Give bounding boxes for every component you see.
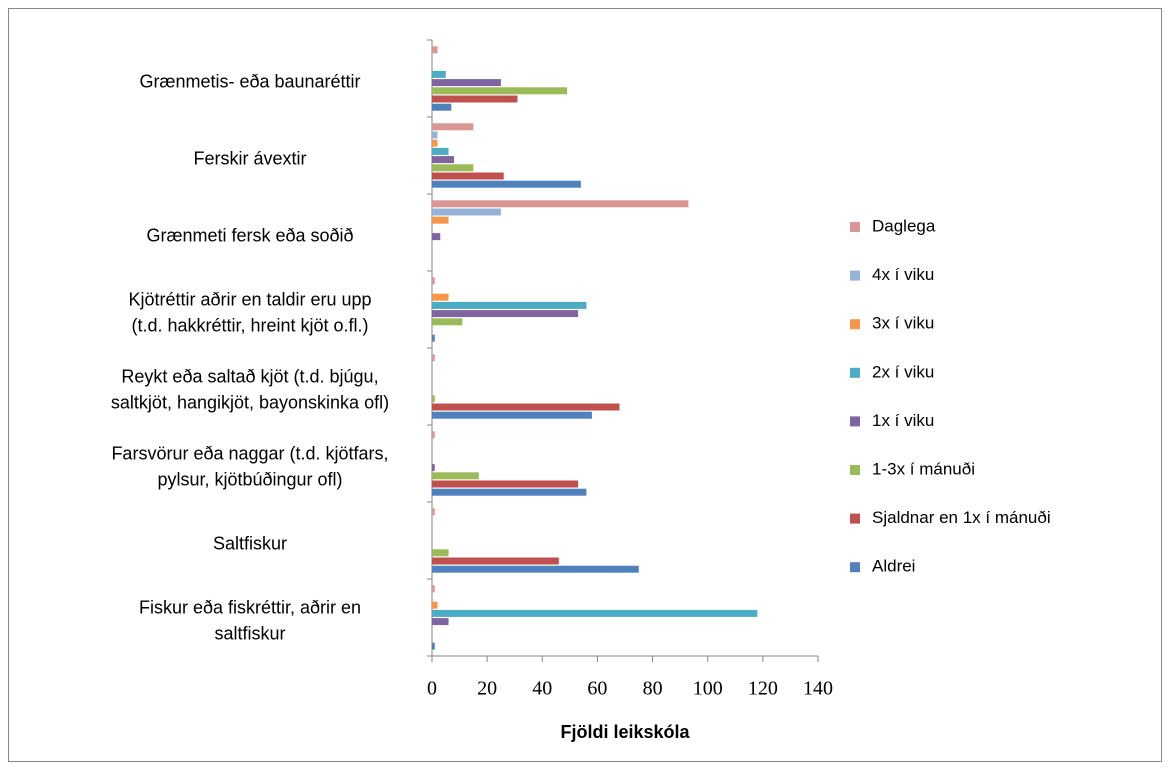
bar <box>432 208 501 216</box>
legend-label: Daglega <box>872 216 936 235</box>
legend-label: 1x í viku <box>872 411 934 430</box>
legend-label: Sjaldnar en 1x í mánuði <box>872 508 1051 527</box>
bar <box>432 549 449 557</box>
bar <box>432 46 438 54</box>
bar <box>432 411 592 419</box>
legend-label: 1-3x í mánuði <box>872 459 975 478</box>
legend-label: 2x í viku <box>872 362 934 381</box>
bar <box>432 131 438 139</box>
chart-border <box>8 8 1162 762</box>
x-axis-title: Fjöldi leikskóla <box>560 722 690 742</box>
legend-swatch <box>850 319 860 330</box>
x-tick-label: 80 <box>643 678 663 700</box>
bar <box>432 70 446 78</box>
bar <box>432 233 441 241</box>
bar <box>432 395 435 403</box>
bar <box>432 139 438 147</box>
legend-label: 4x í viku <box>872 265 934 284</box>
category-label: (t.d. hakkréttir, hreint kjöt o.fl.) <box>131 315 368 335</box>
bar <box>432 277 435 285</box>
x-tick-label: 120 <box>748 678 778 700</box>
x-tick-label: 0 <box>427 678 437 700</box>
bar <box>432 618 449 626</box>
bar <box>432 488 587 496</box>
bar <box>432 318 463 326</box>
category-label: Ferskir ávextir <box>193 148 306 168</box>
legend-label: Aldrei <box>872 557 915 576</box>
bar <box>432 354 435 362</box>
bar <box>432 642 435 650</box>
bar <box>432 216 449 224</box>
bar <box>432 334 435 342</box>
category-label: Saltfiskur <box>213 533 287 553</box>
bar <box>432 200 689 208</box>
bar <box>432 431 435 439</box>
legend-swatch <box>850 465 860 475</box>
bar <box>432 123 474 131</box>
bar <box>432 464 435 472</box>
bar <box>432 87 568 95</box>
bar <box>432 403 620 411</box>
legend-swatch <box>850 270 860 281</box>
bar <box>432 147 449 155</box>
bar <box>432 164 474 172</box>
category-label: pylsur, kjötbúðingur ofl) <box>157 469 342 489</box>
category-label: Grænmetis- eða baunaréttir <box>139 71 360 91</box>
legend-label: 3x í viku <box>872 314 934 333</box>
bar <box>432 172 504 180</box>
x-tick-label: 140 <box>803 678 833 700</box>
bar <box>432 156 455 164</box>
bar <box>432 480 579 488</box>
bar <box>432 565 639 573</box>
bar <box>432 95 518 103</box>
bar <box>432 103 452 111</box>
bar <box>432 180 581 188</box>
bar <box>432 585 435 593</box>
bar <box>432 508 435 516</box>
legend-swatch <box>850 416 860 427</box>
x-tick-label: 20 <box>477 678 497 700</box>
x-tick-label: 100 <box>693 678 723 700</box>
legend-swatch <box>850 222 860 232</box>
x-tick-label: 60 <box>587 678 607 700</box>
category-label: saltkjöt, hangikjöt, bayonskinka ofl) <box>111 392 389 412</box>
category-label: Kjötréttir aðrir en taldir eru upp <box>128 289 371 309</box>
legend-swatch <box>850 513 860 524</box>
category-label: saltfiskur <box>214 623 285 643</box>
bar <box>432 79 501 87</box>
bar <box>432 293 449 301</box>
category-label: Reykt eða saltað kjöt (t.d. bjúgu, <box>121 366 378 386</box>
legend-swatch <box>850 367 860 378</box>
category-label: Fiskur eða fiskréttir, aðrir en <box>139 597 361 617</box>
category-label: Grænmeti fersk eða soðið <box>146 225 353 245</box>
x-tick-label: 40 <box>532 678 552 700</box>
bar <box>432 601 438 609</box>
legend-swatch <box>850 562 860 573</box>
bar <box>432 301 587 309</box>
category-label: Farsvörur eða naggar (t.d. kjötfars, <box>111 443 388 463</box>
bar <box>432 472 479 480</box>
bar <box>432 310 579 318</box>
bar <box>432 609 758 617</box>
bar <box>432 557 559 565</box>
